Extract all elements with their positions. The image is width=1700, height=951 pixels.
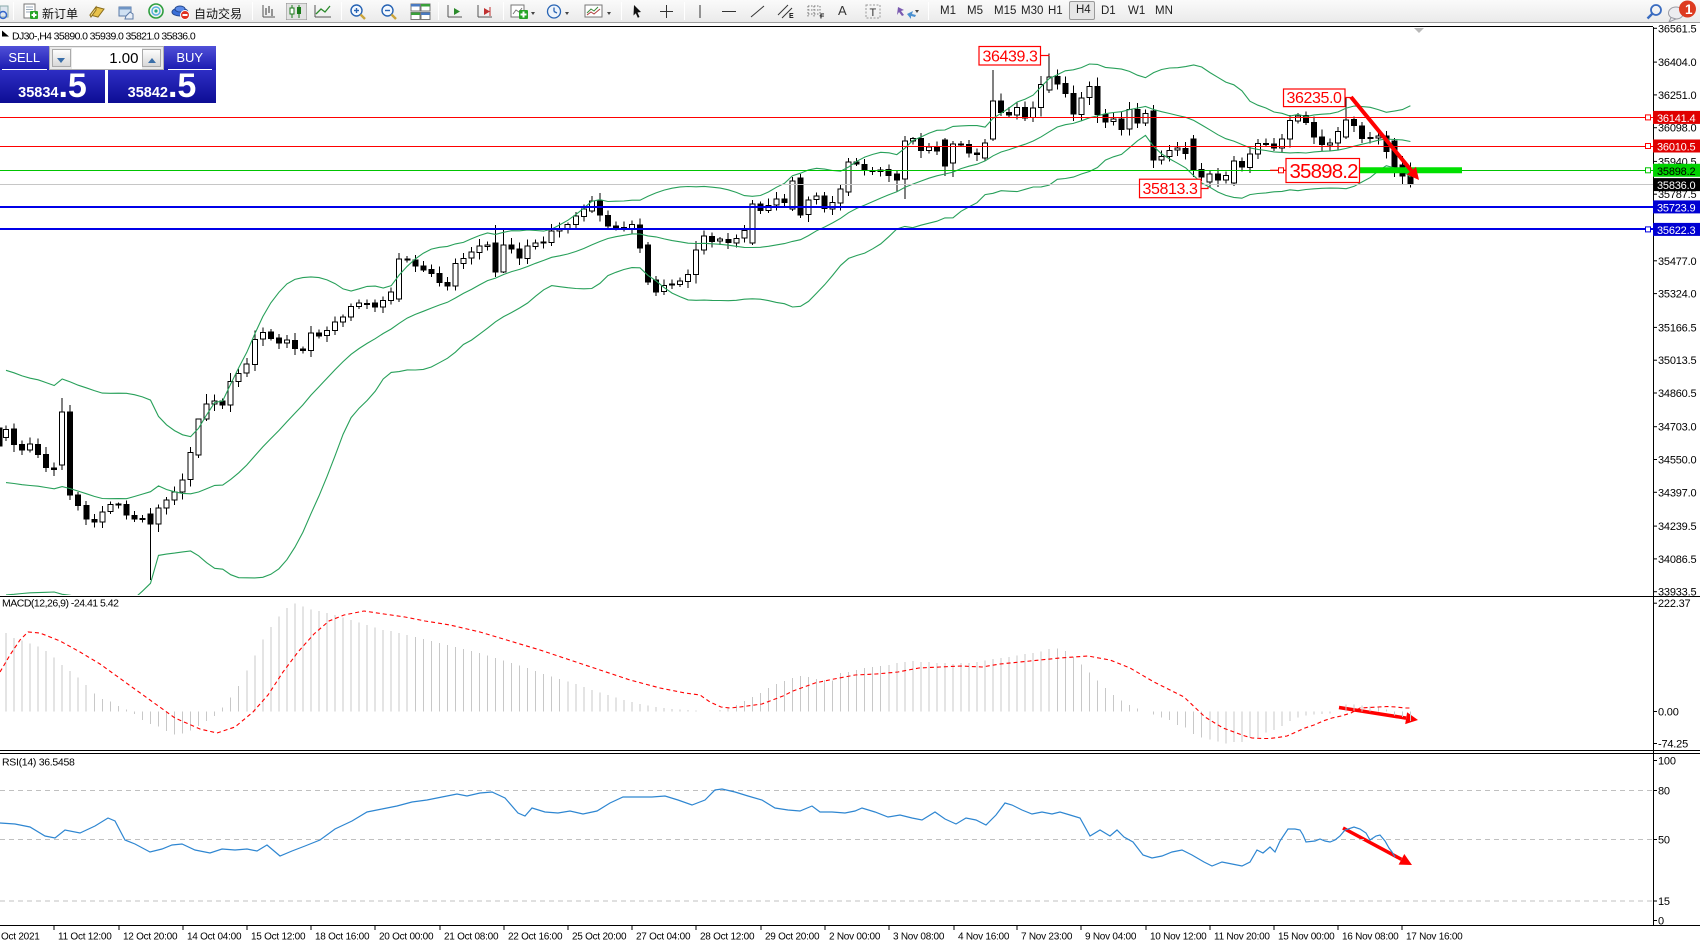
- svg-text:16 Nov 08:00: 16 Nov 08:00: [1342, 932, 1399, 943]
- svg-text:17 Nov 16:00: 17 Nov 16:00: [1406, 932, 1463, 943]
- svg-text:27 Oct 04:00: 27 Oct 04:00: [636, 932, 691, 943]
- svg-text:11 Nov 20:00: 11 Nov 20:00: [1214, 932, 1270, 943]
- svg-text:-74.25: -74.25: [1658, 739, 1688, 751]
- svg-text:4 Nov 16:00: 4 Nov 16:00: [958, 932, 1010, 943]
- svg-text:7 Nov 23:00: 7 Nov 23:00: [1021, 932, 1073, 943]
- svg-text:12 Oct 20:00: 12 Oct 20:00: [123, 932, 178, 943]
- svg-text:15 Nov 00:00: 15 Nov 00:00: [1278, 932, 1335, 943]
- svg-text:35723.9: 35723.9: [1657, 202, 1695, 214]
- svg-text:28 Oct 12:00: 28 Oct 12:00: [700, 932, 755, 943]
- svg-text:34860.5: 34860.5: [1658, 388, 1696, 400]
- svg-text:34703.0: 34703.0: [1658, 422, 1696, 434]
- svg-text:9 Nov 04:00: 9 Nov 04:00: [1085, 932, 1137, 943]
- svg-text:36561.5: 36561.5: [1658, 23, 1696, 35]
- svg-text:35898.2: 35898.2: [1657, 166, 1695, 178]
- svg-text:15: 15: [1658, 896, 1670, 908]
- svg-text:RSI(14) 36.5458: RSI(14) 36.5458: [2, 757, 75, 769]
- svg-text:36010.5: 36010.5: [1657, 142, 1695, 154]
- svg-text:36235.0: 36235.0: [1287, 90, 1343, 107]
- svg-text:0.00: 0.00: [1658, 707, 1679, 719]
- svg-text:100: 100: [1658, 756, 1676, 768]
- svg-text:10 Nov 12:00: 10 Nov 12:00: [1150, 932, 1207, 943]
- svg-text:35813.3: 35813.3: [1143, 181, 1199, 198]
- svg-text:1: 1: [1685, 2, 1693, 17]
- svg-text:Oct 2021: Oct 2021: [1, 932, 40, 943]
- svg-text:2 Nov 00:00: 2 Nov 00:00: [829, 932, 881, 943]
- svg-text:36098.0: 36098.0: [1658, 123, 1696, 135]
- svg-text:35324.0: 35324.0: [1658, 289, 1696, 301]
- svg-text:11 Oct 12:00: 11 Oct 12:00: [58, 932, 112, 943]
- svg-text:18 Oct 16:00: 18 Oct 16:00: [315, 932, 370, 943]
- svg-text:35013.5: 35013.5: [1658, 355, 1696, 367]
- svg-text:29 Oct 20:00: 29 Oct 20:00: [765, 932, 820, 943]
- svg-text:36141.4: 36141.4: [1657, 113, 1695, 125]
- svg-text:MACD(12,26,9) -24.41 5.42: MACD(12,26,9) -24.41 5.42: [2, 598, 119, 610]
- svg-text:22 Oct 16:00: 22 Oct 16:00: [508, 932, 563, 943]
- svg-text:34239.5: 34239.5: [1658, 521, 1696, 533]
- svg-text:80: 80: [1658, 786, 1670, 798]
- svg-text:34086.5: 34086.5: [1658, 554, 1696, 566]
- svg-text:DJ30-,H4 35890.0 35939.0 3582: DJ30-,H4 35890.0 35939.0 35821.0 35836.0: [12, 31, 196, 43]
- svg-text:222.37: 222.37: [1658, 598, 1691, 610]
- svg-text:20 Oct 00:00: 20 Oct 00:00: [379, 932, 434, 943]
- svg-text:35622.3: 35622.3: [1657, 225, 1695, 237]
- svg-text:36439.3: 36439.3: [983, 48, 1039, 65]
- svg-text:0: 0: [1658, 916, 1664, 928]
- svg-text:14 Oct 04:00: 14 Oct 04:00: [187, 932, 242, 943]
- svg-text:35836.0: 35836.0: [1657, 180, 1695, 192]
- svg-text:35477.0: 35477.0: [1658, 256, 1696, 268]
- svg-text:35166.5: 35166.5: [1658, 322, 1696, 334]
- svg-text:36251.0: 36251.0: [1658, 90, 1696, 102]
- svg-text:35787.5: 35787.5: [1658, 189, 1696, 201]
- svg-text:36404.0: 36404.0: [1658, 57, 1696, 69]
- svg-text:15 Oct 12:00: 15 Oct 12:00: [251, 932, 306, 943]
- svg-text:F: F: [820, 14, 825, 21]
- svg-text:34550.0: 34550.0: [1658, 455, 1696, 467]
- svg-text:35898.2: 35898.2: [1290, 160, 1359, 183]
- svg-text:50: 50: [1658, 835, 1670, 847]
- svg-text:33933.5: 33933.5: [1658, 587, 1696, 599]
- svg-text:34397.0: 34397.0: [1658, 487, 1696, 499]
- svg-text:E: E: [789, 13, 794, 20]
- svg-text:25 Oct 20:00: 25 Oct 20:00: [572, 932, 627, 943]
- svg-text:21 Oct 08:00: 21 Oct 08:00: [444, 932, 499, 943]
- svg-text:3 Nov 08:00: 3 Nov 08:00: [893, 932, 945, 943]
- svg-text:T: T: [870, 7, 877, 19]
